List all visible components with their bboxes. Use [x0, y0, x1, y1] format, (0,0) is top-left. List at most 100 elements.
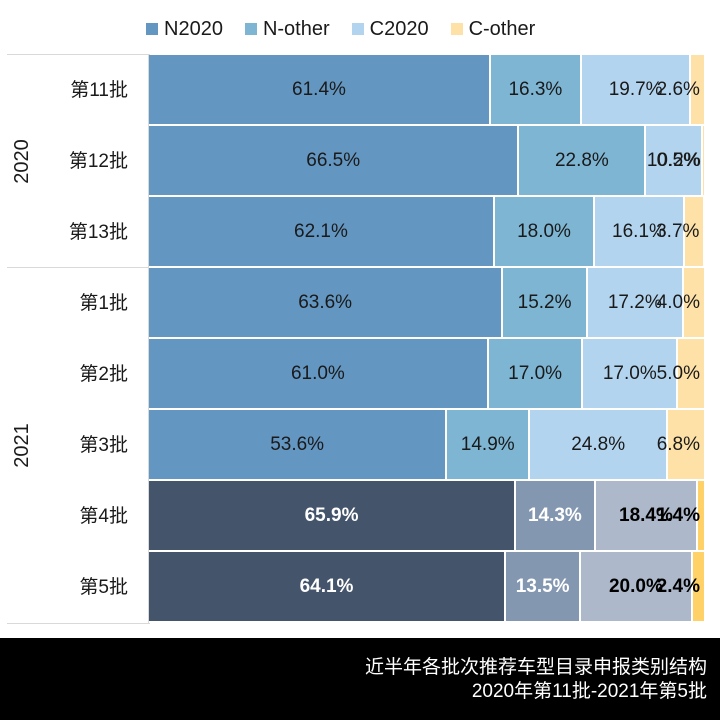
legend-swatch-icon: [146, 23, 158, 35]
bar-row: 61.0% 17.0% 17.0% 5.0%: [149, 339, 706, 410]
legend-label: C2020: [369, 17, 429, 40]
row-label: 第12批: [68, 151, 128, 172]
bar-value-label: 14.3%: [527, 504, 582, 526]
bar-value-label: 4.0%: [656, 291, 700, 313]
row-label: 第2批: [79, 364, 128, 385]
bar-value-label: 2.4%: [656, 575, 700, 597]
legend-item: N-other: [244, 17, 330, 41]
footer-title: 近半年各批次推荐车型目录申报类别结构: [364, 657, 707, 678]
legend-item: C2020: [351, 17, 429, 41]
legend-label: C-other: [468, 17, 536, 40]
bar-segment-c-other: 5.0%: [657, 339, 706, 410]
bar-value-label: 18.0%: [517, 220, 571, 242]
bar-segment-n-other: 14.9%: [447, 410, 531, 481]
axis-top-line: [7, 54, 150, 55]
bar-value-label: 63.6%: [298, 291, 353, 313]
bar-segment-n-other: 17.0%: [488, 339, 584, 410]
bar-value-label: 20.0%: [608, 575, 663, 597]
bar-value-label: 19.7%: [608, 78, 663, 100]
bar-value-label: 5.0%: [656, 362, 700, 384]
bar-row: 62.1% 18.0% 16.1% 3.7%: [149, 197, 706, 268]
row-label: 第11批: [70, 80, 128, 101]
bar-row: 66.5% 22.8% 10.2% 0.5%: [149, 126, 706, 197]
bar-value-label: 3.7%: [656, 220, 700, 242]
bar-segment-n2020: 66.5%: [149, 126, 520, 197]
bar-value-label: 17.0%: [602, 362, 657, 384]
row-label: 第1批: [79, 293, 128, 314]
bar-value-label: 10.2%: [646, 149, 701, 171]
bar-segment-n-other: 14.3%: [516, 481, 596, 552]
axis-line: [148, 54, 149, 624]
footer-subtitle: 2020年第11批-2021年第5批: [471, 681, 707, 702]
bar-row: 65.9% 14.3% 18.4% 1.4%: [149, 481, 706, 552]
bar-row: 64.1% 13.5% 20.0% 2.4%: [149, 552, 706, 623]
bar-segment-n-other: 16.3%: [490, 55, 582, 126]
legend-swatch-icon: [244, 23, 257, 35]
bar-value-label: 62.1%: [294, 220, 348, 242]
bar-segment-n-other: 18.0%: [494, 197, 596, 268]
bar-value-label: 16.1%: [612, 220, 666, 242]
legend-item: N2020: [146, 18, 223, 41]
bar-segment-n2020: 63.6%: [149, 268, 504, 339]
bar-segment-c-other: 6.8%: [657, 410, 707, 481]
bar-segment-c2020: 18.4%: [595, 481, 699, 552]
bar-segment-n-other: 13.5%: [506, 552, 582, 623]
bar-value-label: 24.8%: [571, 433, 626, 455]
bar-value-label: 2.6%: [656, 78, 700, 100]
bar-segment-c2020: 19.7%: [581, 55, 692, 126]
bar-row: 63.6% 15.2% 17.2% 4.0%: [149, 268, 706, 339]
bar-segment-n-other: 15.2%: [503, 268, 588, 339]
axis-bottom-line: [7, 623, 150, 624]
bar-value-label: 15.2%: [517, 291, 572, 313]
bar-segment-n2020: 61.0%: [149, 339, 489, 410]
bar-value-label: 6.8%: [656, 433, 701, 455]
bar-value-label: 16.3%: [508, 78, 563, 100]
bar-segment-c2020: 16.1%: [595, 197, 685, 268]
footer-caption: 近半年各批次推荐车型目录申报类别结构 2020年第11批-2021年第5批: [0, 638, 720, 720]
bar-value-label: 18.4%: [619, 504, 673, 526]
bar-segment-c-other: 2.6%: [657, 55, 706, 126]
bar-value-label: 66.5%: [306, 149, 361, 171]
legend-label: N2020: [164, 17, 223, 40]
bar-value-label: 17.0%: [508, 362, 563, 384]
legend-item: C-other: [450, 17, 536, 41]
bar-segment-c-other: 2.4%: [657, 552, 706, 623]
legend-swatch-icon: [450, 23, 463, 35]
bar-value-label: 65.9%: [304, 504, 359, 526]
bar-segment-n2020: 53.6%: [149, 410, 448, 481]
bar-segment-c2020: 17.2%: [587, 268, 684, 339]
bar-segment-c-other: 4.0%: [657, 268, 706, 339]
bar-value-label: 61.4%: [292, 78, 346, 100]
bar-row: 61.4% 16.3% 19.7% 2.6%: [149, 55, 706, 126]
legend-label: N-other: [262, 17, 330, 40]
bar-value-label: 61.0%: [290, 362, 345, 384]
bar-segment-n2020: 62.1%: [149, 197, 495, 268]
bar-value-label: 17.2%: [607, 291, 662, 313]
bar-segment-c2020: 10.2%: [646, 126, 704, 197]
bar-segment-n-other: 22.8%: [519, 126, 647, 197]
row-label: 第5批: [79, 577, 128, 598]
bar-segment-c2020: 17.0%: [583, 339, 679, 410]
bar-segment-c2020: 20.0%: [581, 552, 693, 623]
bar-value-label: 14.9%: [460, 433, 515, 455]
bar-segment-c2020: 24.8%: [530, 410, 669, 481]
bar-row: 53.6% 14.9% 24.8% 6.8%: [149, 410, 707, 481]
bar-segment-n2020: 61.4%: [149, 55, 491, 126]
bar-segment-n2020: 64.1%: [149, 552, 507, 623]
bar-value-label: 13.5%: [515, 575, 570, 597]
row-label: 第4批: [79, 506, 128, 527]
bar-value-label: 53.6%: [270, 433, 325, 455]
row-label: 第3批: [79, 435, 128, 456]
legend-swatch-icon: [351, 23, 364, 35]
bar-segment-n2020: 65.9%: [149, 481, 517, 552]
bar-value-label: 0.5%: [656, 149, 700, 171]
bar-segment-c-other: 3.7%: [656, 197, 706, 268]
bar-value-label: 1.4%: [656, 504, 700, 526]
bar-value-label: 64.1%: [299, 575, 354, 597]
bar-value-label: 22.8%: [554, 149, 609, 171]
bar-segment-c-other: 1.4%: [657, 481, 706, 552]
group-separator: [7, 267, 150, 268]
row-label: 第13批: [68, 222, 128, 243]
bar-segment-c-other: 0.5%: [657, 126, 706, 197]
chart-legend: N2020 N-other C2020 C-other: [146, 16, 535, 42]
